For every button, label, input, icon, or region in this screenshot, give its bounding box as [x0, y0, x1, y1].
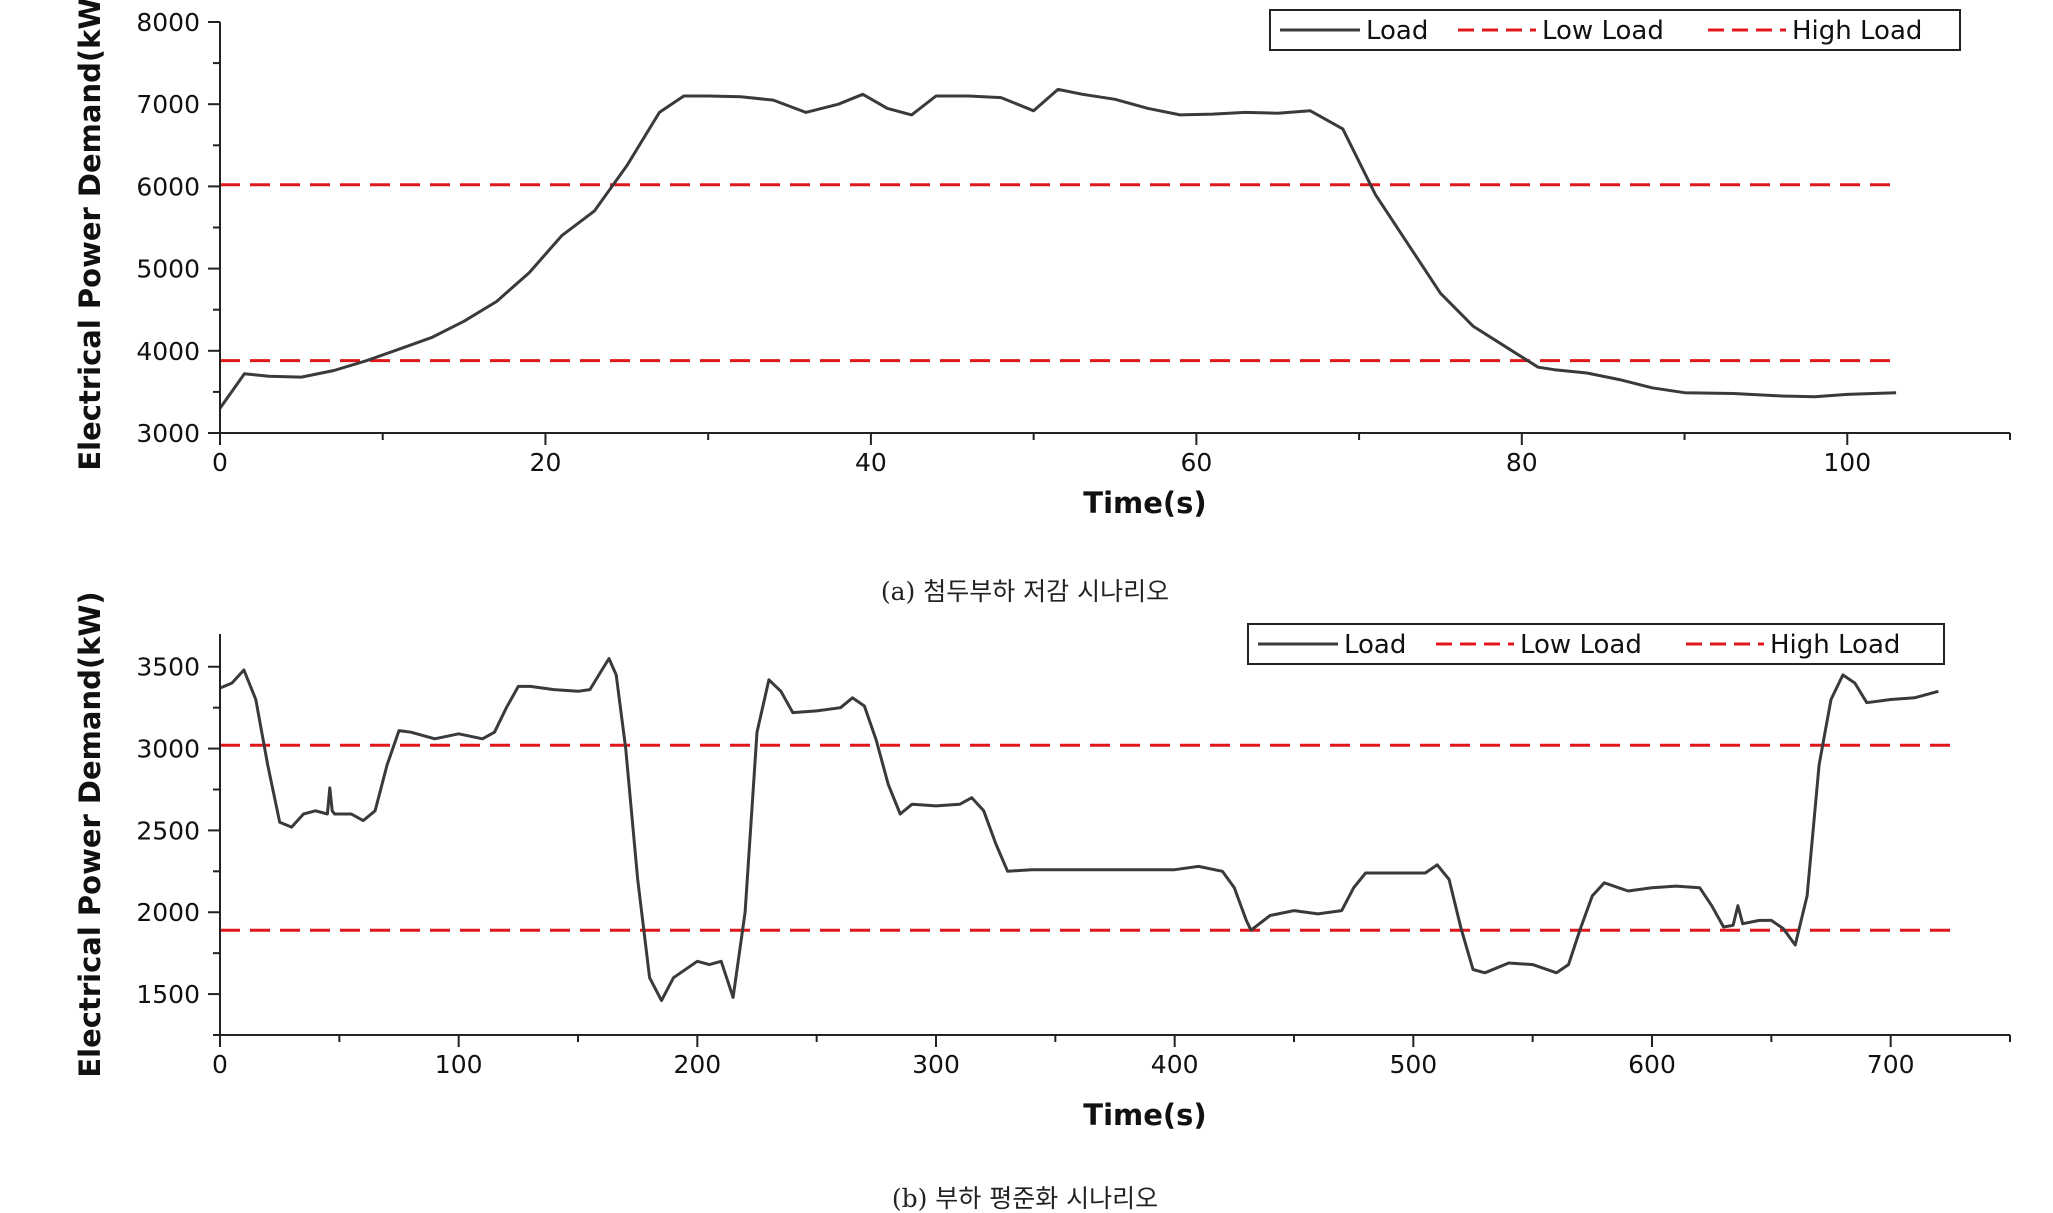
- chart-a-x-axis-title: Time(s): [1083, 486, 1206, 520]
- chart-a-plot: [218, 87, 1897, 410]
- chart-b: 0 100 200 300 400 500 600 700 1500 2000 2500 3000 3…: [73, 591, 2011, 1213]
- chart-b-x-tick-label: 100: [435, 1050, 483, 1079]
- chart-a-x-tick-label: 20: [530, 448, 562, 477]
- chart-b-legend-low-load: Low Load: [1520, 630, 1642, 660]
- chart-b-legend: Load Low Load High Load: [1247, 623, 1945, 665]
- chart-a-x-tick-label: 100: [1823, 448, 1871, 477]
- chart-b-y-tick-label: 3000: [136, 735, 200, 764]
- chart-b-x-axis-title: Time(s): [1083, 1098, 1206, 1132]
- chart-b-x-tick-label: 300: [912, 1050, 960, 1079]
- chart-b-y-tick-label: 2500: [136, 816, 200, 845]
- chart-a-x-tick-label: 0: [212, 448, 228, 477]
- chart-b-y-tick-label: 2000: [136, 898, 200, 927]
- chart-b-legend-load: Load: [1344, 630, 1406, 660]
- chart-a-legend-box: [1269, 9, 1961, 51]
- chart-b-legend-high-load: High Load: [1770, 630, 1900, 660]
- chart-a-x-ticks: 0 20 40 60 80 100: [212, 433, 2011, 477]
- chart-a-legend-load: Load: [1366, 16, 1428, 46]
- chart-b-plot: [219, 657, 1951, 1003]
- chart-a-legend-low-load: Low Load: [1542, 16, 1664, 46]
- chart-a-y-axis-title: Electrical Power Demand(kW): [73, 0, 107, 471]
- chart-a: 0 20 40 60 80 100 3000 4000 5000 6000 7000 8000 Ti…: [73, 0, 2011, 606]
- chart-b-x-tick-label: 600: [1628, 1050, 1676, 1079]
- chart-a-x-tick-label: 40: [855, 448, 887, 477]
- chart-b-x-tick-label: 200: [673, 1050, 721, 1079]
- chart-b-x-tick-label: 500: [1389, 1050, 1437, 1079]
- chart-b-y-tick-label: 1500: [136, 980, 200, 1009]
- chart-a-y-tick-label: 7000: [136, 90, 200, 119]
- chart-a-caption: (a) 첨두부하 저감 시나리오: [881, 577, 1169, 606]
- chart-a-y-tick-label: 5000: [136, 255, 200, 284]
- chart-a-x-tick-label: 80: [1506, 448, 1538, 477]
- chart-a-y-tick-label: 3000: [136, 419, 200, 448]
- chart-b-legend-box: [1247, 623, 1945, 665]
- chart-b-load-line: [219, 657, 1939, 1003]
- chart-a-y-tick-label: 6000: [136, 172, 200, 201]
- chart-a-legend-high-load: High Load: [1792, 16, 1922, 46]
- chart-b-x-tick-label: 400: [1151, 1050, 1199, 1079]
- chart-b-y-tick-label: 3500: [136, 653, 200, 682]
- chart-a-x-tick-label: 60: [1180, 448, 1212, 477]
- chart-a-y-tick-label: 8000: [136, 8, 200, 37]
- chart-b-x-tick-label: 0: [212, 1050, 228, 1079]
- chart-b-y-ticks: 1500 2000 2500 3000 3500: [136, 653, 220, 1036]
- chart-a-legend: Load Low Load High Load: [1269, 9, 1961, 51]
- chart-a-load-line: [218, 87, 1897, 410]
- chart-b-x-ticks: 0 100 200 300 400 500 600 700: [212, 1035, 2011, 1079]
- chart-b-caption: (b) 부하 평준화 시나리오: [892, 1184, 1158, 1213]
- chart-b-y-axis-title: Electrical Power Demand(kW): [73, 591, 107, 1077]
- chart-a-y-tick-label: 4000: [136, 337, 200, 366]
- chart-a-y-ticks: 3000 4000 5000 6000 7000 8000: [136, 8, 220, 448]
- chart-b-x-tick-label: 700: [1867, 1050, 1915, 1079]
